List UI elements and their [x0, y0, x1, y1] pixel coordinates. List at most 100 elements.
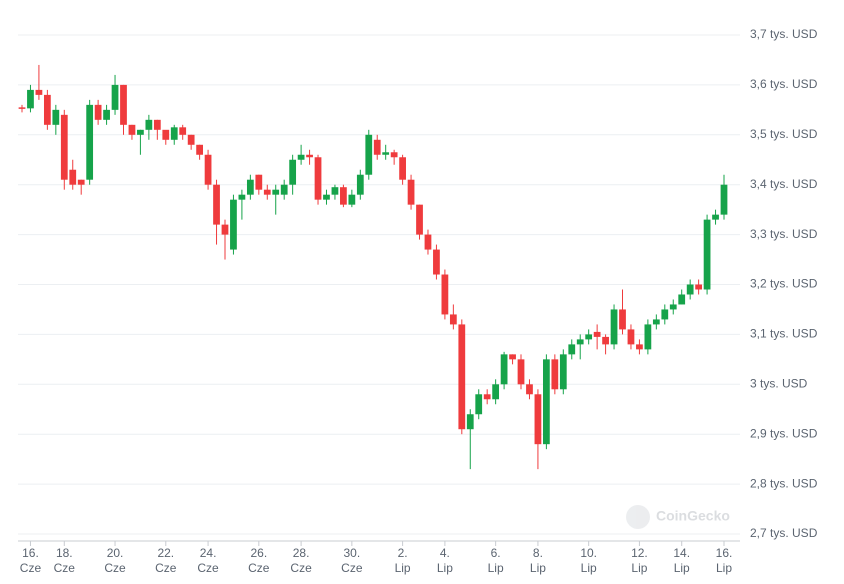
candle-body — [449, 314, 457, 325]
candle-body — [43, 94, 51, 125]
candle-body — [399, 157, 406, 180]
candle-body — [213, 184, 220, 225]
candle-body — [593, 331, 601, 337]
candle-body — [568, 344, 576, 355]
candle-body — [695, 284, 703, 290]
candle-body — [52, 109, 60, 125]
candle-body — [340, 187, 347, 205]
x-tick-label: 16. Cze — [20, 546, 42, 575]
candle-body — [103, 109, 110, 120]
y-tick-label: 3,5 tys. USD — [750, 127, 818, 141]
candle-body — [458, 324, 466, 430]
candle-body — [534, 394, 542, 445]
candle-body — [636, 344, 643, 350]
candle-body — [356, 174, 364, 195]
x-tick-label: 10. Lip — [580, 546, 597, 575]
watermark-logo — [626, 505, 650, 529]
candle-body — [610, 309, 618, 345]
x-tick-label: 12. Lip — [631, 546, 648, 575]
candle-body — [128, 124, 136, 135]
y-tick-label: 3,4 tys. USD — [750, 177, 818, 191]
candle-body — [77, 179, 85, 185]
candle-body — [669, 304, 677, 310]
x-tick-label: 24. Cze — [197, 546, 219, 575]
y-tick-label: 3,6 tys. USD — [750, 77, 818, 91]
candle-body — [86, 104, 94, 180]
candle-body — [526, 384, 533, 395]
candle-body — [365, 134, 373, 175]
candle-body — [703, 219, 711, 290]
candle-body — [652, 319, 660, 325]
x-tick-label: 2. Lip — [395, 546, 411, 575]
candle-body — [246, 179, 254, 195]
candle-body — [331, 187, 339, 195]
x-tick-label: 22. Cze — [155, 546, 177, 575]
candle-body — [441, 274, 449, 315]
y-tick-label: 3,2 tys. USD — [750, 277, 818, 291]
x-tick-label: 28. Cze — [290, 546, 312, 575]
candle-body — [111, 84, 119, 110]
y-tick-label: 3 tys. USD — [750, 376, 808, 390]
candle-body — [686, 284, 694, 295]
candle-body — [576, 339, 584, 345]
candle-body — [500, 354, 508, 385]
x-tick-label: 14. Lip — [673, 546, 690, 575]
candle-body — [289, 159, 297, 185]
candle-body — [27, 89, 34, 109]
candle-body — [120, 84, 127, 125]
candle-body — [187, 134, 195, 145]
candle-body — [348, 194, 356, 205]
watermark: CoinGecko — [626, 505, 730, 529]
y-tick-label: 2,9 tys. USD — [750, 426, 818, 440]
candle-body — [280, 184, 288, 195]
candle-body — [196, 144, 203, 155]
candle-body — [272, 189, 280, 195]
x-tick-label: 30. Cze — [341, 546, 363, 575]
x-tick-label: 8. Lip — [530, 546, 546, 575]
candle-body — [153, 119, 161, 130]
candle-body — [475, 394, 483, 415]
candle-body — [18, 107, 26, 109]
candle-body — [373, 139, 381, 155]
candle-body — [35, 89, 43, 95]
candle-body — [602, 336, 609, 345]
candle-body — [323, 194, 330, 200]
candle-body — [179, 127, 187, 135]
candle-body — [170, 127, 178, 140]
candle-body — [263, 189, 271, 195]
candle-body — [137, 129, 144, 135]
candle-body — [720, 184, 728, 215]
x-tick-label: 4. Lip — [437, 546, 453, 575]
watermark-text: CoinGecko — [656, 508, 730, 524]
candle-body — [297, 154, 305, 160]
x-tick-label: 6. Lip — [488, 546, 504, 575]
candle-body — [712, 214, 719, 220]
candle-body — [517, 359, 525, 385]
x-tick-label: 16. Lip — [716, 546, 733, 575]
candle-body — [255, 174, 263, 190]
candle-body — [382, 152, 390, 155]
candle-body — [559, 354, 567, 390]
candle-body — [627, 329, 635, 345]
candle-body — [619, 309, 626, 330]
candle-body — [314, 157, 322, 200]
candle-body — [644, 324, 652, 350]
x-tick-label: 18. Cze — [54, 546, 76, 575]
x-tick-label: 26. Cze — [248, 546, 270, 575]
candle-body — [60, 114, 68, 180]
candle-body — [483, 394, 491, 400]
candle-body — [204, 154, 212, 185]
candle-body — [238, 194, 246, 200]
y-tick-label: 3,7 tys. USD — [750, 27, 818, 41]
candle-body — [407, 179, 415, 205]
candle-body — [221, 224, 229, 235]
x-tick-label: 20. Cze — [104, 546, 126, 575]
candle-body — [492, 384, 500, 400]
candle-body — [390, 152, 398, 158]
y-tick-label: 3,1 tys. USD — [750, 327, 818, 341]
candle-body — [145, 119, 153, 130]
y-tick-label: 3,3 tys. USD — [750, 227, 818, 241]
candle-body — [424, 234, 432, 250]
